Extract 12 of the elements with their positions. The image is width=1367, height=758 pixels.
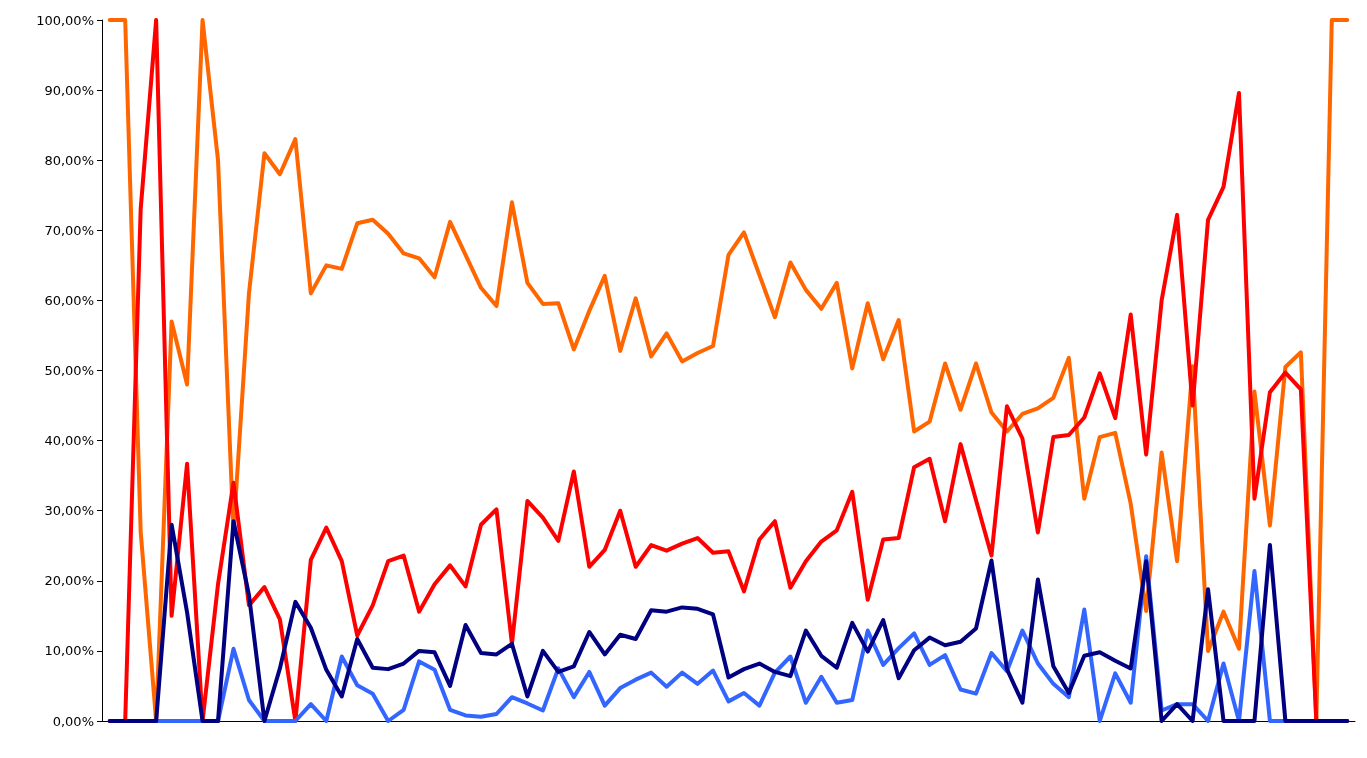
y-tick-label: 40,00% [44, 433, 94, 449]
y-tick-label: 60,00% [44, 292, 94, 308]
y-tick-label: 20,00% [44, 573, 94, 589]
line-series [107, 519, 1350, 723]
y-tick-label: 90,00% [44, 82, 94, 98]
y-tick-label: 80,00% [44, 152, 94, 168]
y-tick-label: 0,00% [52, 713, 94, 729]
y-tick-label: 50,00% [44, 363, 94, 378]
y-tick-label: 100,00% [36, 12, 94, 28]
y-tick-label: 30,00% [44, 503, 94, 519]
y-tick-label: 70,00% [44, 222, 94, 238]
y-tick-label: 10,00% [44, 643, 94, 659]
